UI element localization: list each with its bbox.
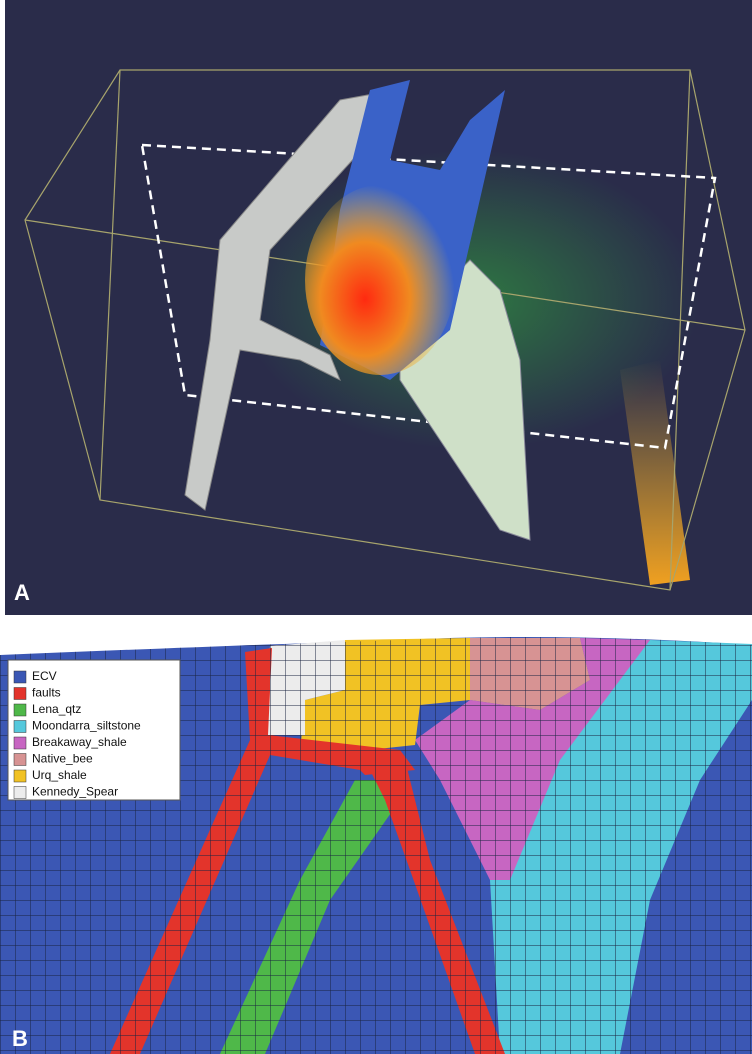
legend-label: Native_bee xyxy=(32,752,93,766)
legend-label: Lena_qtz xyxy=(32,702,81,716)
legend-swatch xyxy=(14,704,26,716)
legend-swatch xyxy=(14,688,26,700)
legend-swatch xyxy=(14,721,26,733)
legend-label: Urq_shale xyxy=(32,768,87,782)
hot-volume xyxy=(305,185,455,375)
legend-label: Kennedy_Spear xyxy=(32,785,118,799)
panel-b: ECV faults Lena_qtz Moondarra_siltstone Brea… xyxy=(0,637,752,1054)
legend-swatch xyxy=(14,787,26,799)
legend-label: Moondarra_siltstone xyxy=(32,719,141,733)
legend-swatch xyxy=(14,671,26,683)
legend-swatch xyxy=(14,770,26,782)
legend-label: Breakaway_shale xyxy=(32,735,127,749)
legend-label: ECV xyxy=(32,669,57,683)
panel-label: A xyxy=(14,580,30,605)
legend-swatch xyxy=(14,737,26,749)
legend-label: faults xyxy=(32,686,61,700)
legend-swatch xyxy=(14,754,26,766)
panel-a: A xyxy=(5,0,752,615)
figure: A ECV faults Lena_qtz Moondarra_siltstone Br… xyxy=(0,0,752,1054)
panel-label: B xyxy=(12,1026,28,1051)
